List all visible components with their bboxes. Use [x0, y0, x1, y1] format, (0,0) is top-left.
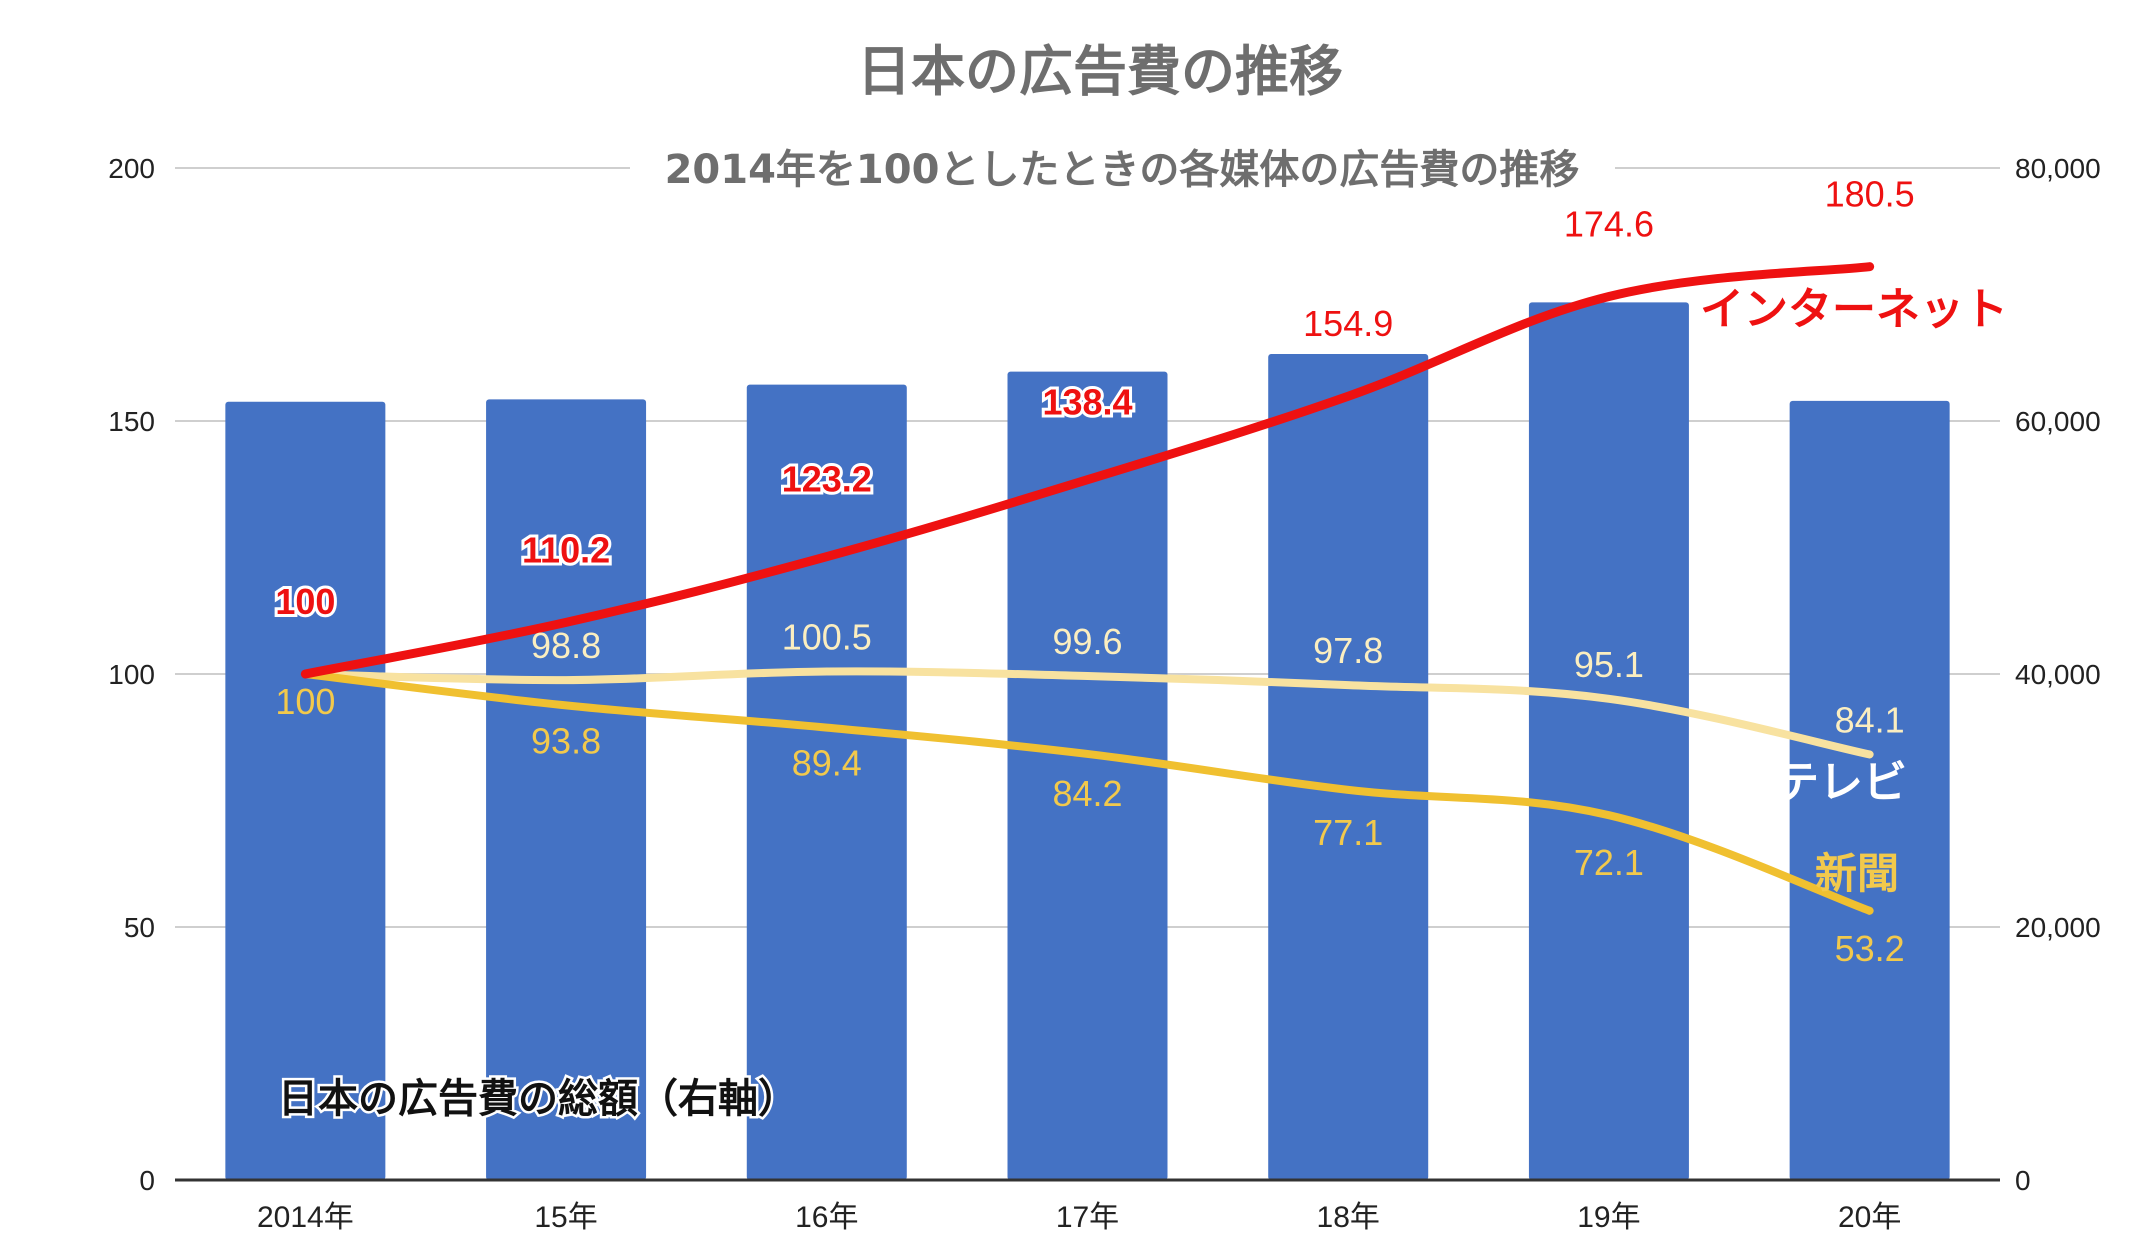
series-line [301, 670, 1874, 915]
internet-data-label: 123.2 [782, 459, 872, 500]
bar [1789, 400, 1950, 1180]
chart-subtitle: 2014年を100としたときの各媒体の広告費の推移 [665, 147, 1580, 193]
bar [225, 401, 386, 1180]
newspaper-data-label: 53.2 [1835, 928, 1905, 969]
category-label: 16年 [795, 1201, 858, 1234]
internet-data-label: 154.9 [1303, 303, 1393, 344]
internet-series-name: インターネット [1700, 284, 2008, 335]
tv-series-name: テレビ [1775, 757, 1907, 808]
category-label: 18年 [1317, 1201, 1380, 1234]
category-label: 15年 [534, 1201, 597, 1234]
data-labels: 100 110.2 123.2 138.4 154.9 174.6 180.5 98.8 100… [272, 174, 1915, 969]
category-label: 2014年 [257, 1201, 354, 1234]
bar [1268, 353, 1429, 1181]
subtitle-backdrop [630, 142, 1615, 198]
total-series-name: 日本の広告費の総額（右軸） [278, 1076, 798, 1122]
newspaper-series-name: 新聞 [1815, 849, 1899, 898]
newspaper-data-label: 93.8 [531, 720, 601, 761]
left-tick-label: 100 [108, 659, 155, 690]
series-line [301, 667, 1874, 759]
newspaper-data-label: 100 [275, 681, 335, 722]
bar [1007, 371, 1168, 1181]
bar [486, 399, 647, 1180]
tv-data-label: 97.8 [1313, 630, 1383, 671]
tv-data-label: 84.1 [1835, 699, 1905, 740]
newspaper-data-label: 77.1 [1313, 812, 1383, 853]
chart-title: 日本の広告費の推移 [857, 40, 1343, 103]
right-tick-label: 60,000 [2015, 406, 2101, 437]
internet-data-label: 174.6 [1564, 204, 1654, 245]
bar [1528, 302, 1689, 1181]
left-tick-label: 50 [124, 912, 155, 943]
left-tick-label: 0 [139, 1165, 155, 1196]
internet-data-label: 180.5 [1825, 174, 1915, 215]
right-tick-label: 0 [2015, 1165, 2031, 1196]
right-tick-label: 40,000 [2015, 659, 2101, 690]
line-series [300, 262, 1875, 915]
series-line [300, 262, 1875, 679]
internet-data-label: 100 [275, 581, 335, 622]
internet-data-label: 138.4 [1042, 382, 1132, 423]
bar-series [225, 302, 1950, 1181]
tv-data-label: 98.8 [531, 625, 601, 666]
left-tick-label: 150 [108, 406, 155, 437]
newspaper-data-label: 89.4 [792, 743, 862, 784]
tv-data-label: 95.1 [1574, 644, 1644, 685]
right-tick-label: 80,000 [2015, 153, 2101, 184]
right-tick-label: 20,000 [2015, 912, 2101, 943]
newspaper-data-label: 72.1 [1574, 842, 1644, 883]
category-label: 20年 [1838, 1201, 1901, 1234]
category-label: 19年 [1577, 1201, 1640, 1234]
bar [746, 384, 907, 1180]
axes: 0 50 100 150 200 0 20,000 40,000 60,000 80,000 201… [108, 153, 2100, 1234]
tv-data-label: 100.5 [782, 616, 872, 657]
newspaper-data-label: 84.2 [1052, 773, 1122, 814]
internet-data-label: 110.2 [522, 529, 610, 570]
category-label: 17年 [1056, 1201, 1119, 1234]
tv-data-label: 99.6 [1052, 621, 1122, 662]
left-tick-label: 200 [108, 153, 155, 184]
